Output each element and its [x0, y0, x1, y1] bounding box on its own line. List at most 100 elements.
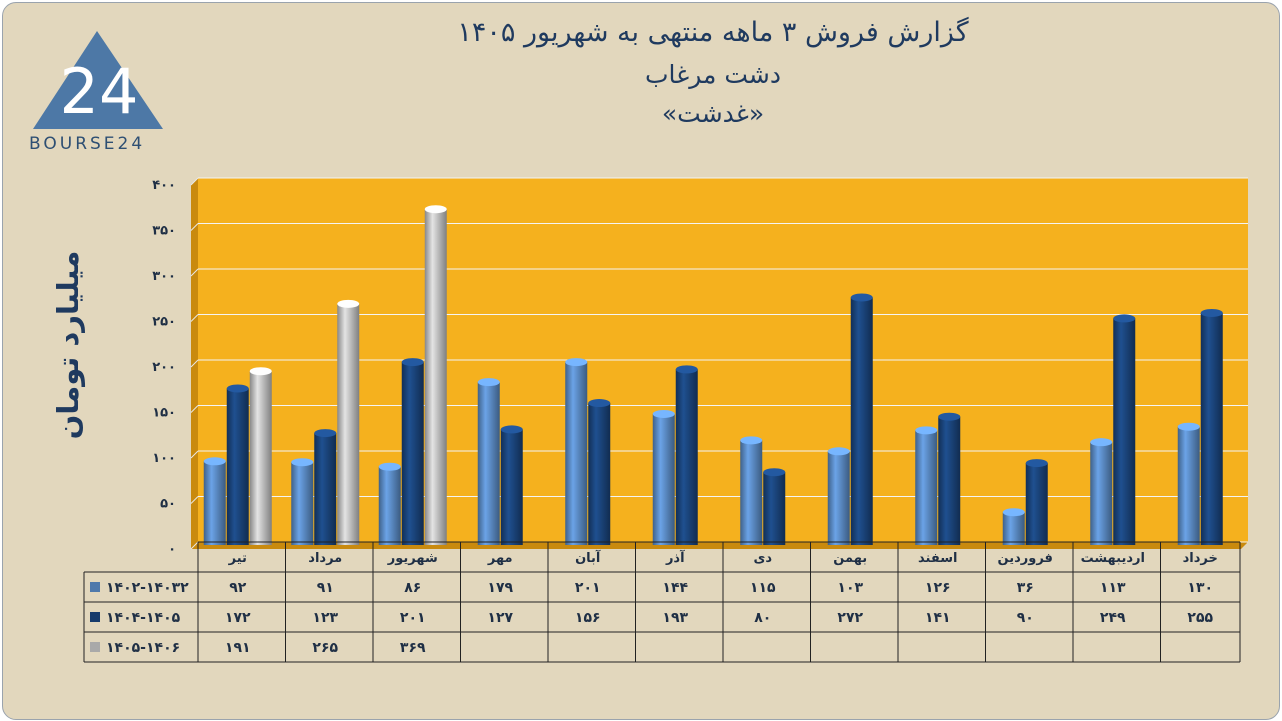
bar: [1090, 442, 1113, 545]
bar-cap: [675, 365, 698, 374]
bar: [915, 430, 938, 545]
data-label: ۹۲: [229, 580, 247, 596]
bar: [1113, 318, 1136, 545]
bar: [314, 433, 337, 545]
bar: [500, 429, 523, 545]
gridline-side: [190, 223, 199, 231]
gridline-side: [190, 496, 199, 504]
bar-cap: [249, 367, 272, 376]
y-tick-label: ۴۰۰: [152, 178, 176, 193]
y-tick-label: ۵۰: [160, 497, 176, 512]
bar: [740, 440, 763, 545]
data-label: ۱۳۰: [1187, 580, 1213, 596]
category-label: آذر: [665, 549, 685, 566]
data-label: ۱۱۵: [750, 580, 776, 596]
bar-cap: [850, 293, 873, 302]
category-label: مرداد: [308, 551, 342, 566]
gridline-side: [190, 268, 199, 277]
legend-swatch: [90, 582, 100, 592]
bar: [401, 362, 424, 545]
data-label: ۹۰: [1017, 610, 1034, 626]
data-label: ۱۲۳: [312, 610, 338, 626]
y-tick-label: ۲۵۰: [152, 315, 176, 330]
data-label: ۱۴۴: [662, 580, 688, 596]
bar-cap: [740, 436, 763, 445]
data-label: ۱۵۶: [575, 610, 601, 626]
bar-cap: [477, 378, 500, 387]
bar: [291, 462, 314, 545]
data-label: ۲۴۹: [1100, 610, 1126, 626]
data-label: ۱۰۳: [837, 580, 863, 596]
data-label: ۱۴۱: [925, 610, 951, 626]
bar-cap: [1090, 438, 1113, 447]
y-tick-label: ۳۵۰: [152, 224, 176, 239]
data-label: ۸۰: [754, 610, 771, 626]
data-label: ۳۶۹: [400, 640, 426, 656]
legend-label: ۱۴۰۵-۱۴۰۶: [106, 640, 180, 656]
logo-mark: 24: [60, 55, 139, 128]
gridline-side: [190, 450, 199, 459]
category-label: مهر: [487, 551, 513, 566]
bar-cap: [1002, 508, 1025, 517]
category-label: آبان: [575, 549, 601, 566]
category-label: اسفند: [918, 551, 957, 566]
bar: [565, 362, 588, 545]
bar: [652, 413, 675, 545]
bar-cap: [401, 358, 424, 367]
bar-cap: [1200, 308, 1223, 317]
bar: [938, 416, 961, 545]
gridline-side: [190, 405, 199, 413]
bar: [226, 388, 249, 545]
bar-cap: [226, 384, 249, 393]
bar-cap: [652, 409, 675, 418]
bar: [1002, 512, 1025, 545]
data-label: ۹۱: [317, 580, 334, 596]
bar: [337, 303, 360, 545]
y-tick-label: ۲۰۰: [152, 360, 176, 375]
bar-cap: [763, 468, 786, 477]
bar: [1025, 463, 1048, 545]
bar: [1200, 312, 1223, 545]
bar-cap: [827, 447, 850, 456]
bar: [477, 382, 500, 545]
legend-label: ۱۴۰۴-۱۴۰۵: [106, 610, 181, 626]
legend-label: ۱۴۰۲-۱۴۰۳۲: [106, 580, 189, 596]
legend-swatch: [90, 642, 100, 652]
category-label: بهمن: [833, 551, 867, 566]
data-label: ۱۹۳: [662, 610, 688, 626]
data-label: ۱۷۲: [225, 610, 251, 626]
gridline-side: [190, 359, 199, 368]
data-label: ۱۱۳: [1100, 580, 1126, 596]
bar-cap: [203, 457, 226, 466]
bar-cap: [938, 412, 961, 421]
gridline-side: [190, 177, 199, 186]
y-tick-label: ۱۵۰: [152, 406, 176, 421]
bar-cap: [1113, 314, 1136, 323]
category-label: خرداد: [1183, 551, 1218, 566]
data-label: ۲۶۵: [312, 640, 338, 656]
bar-cap: [500, 425, 523, 434]
data-label: ۱۲۷: [487, 610, 513, 626]
data-label: ۱۲۶: [925, 580, 951, 596]
bar: [675, 369, 698, 545]
data-label: ۲۰۱: [575, 580, 601, 596]
bar-cap: [314, 429, 337, 438]
category-label: اردیبهشت: [1081, 551, 1145, 566]
bar: [378, 466, 401, 545]
bar-cap: [915, 426, 938, 435]
y-tick-label: ۳۰۰: [152, 269, 176, 284]
bar-cap: [378, 462, 401, 471]
category-label: دی: [753, 551, 772, 566]
bar: [249, 371, 272, 545]
bar-cap: [1025, 459, 1048, 468]
data-label: ۱۹۱: [225, 640, 251, 656]
plot-floor: [191, 542, 1248, 549]
category-label: تیر: [228, 551, 247, 566]
y-tick-label: ۰: [168, 542, 176, 557]
bar: [1177, 426, 1200, 545]
bar-cap: [588, 399, 611, 408]
logo-text: BOURSE24: [29, 134, 146, 154]
gridline-side: [190, 541, 199, 550]
y-tick-label: ۱۰۰: [152, 451, 176, 466]
